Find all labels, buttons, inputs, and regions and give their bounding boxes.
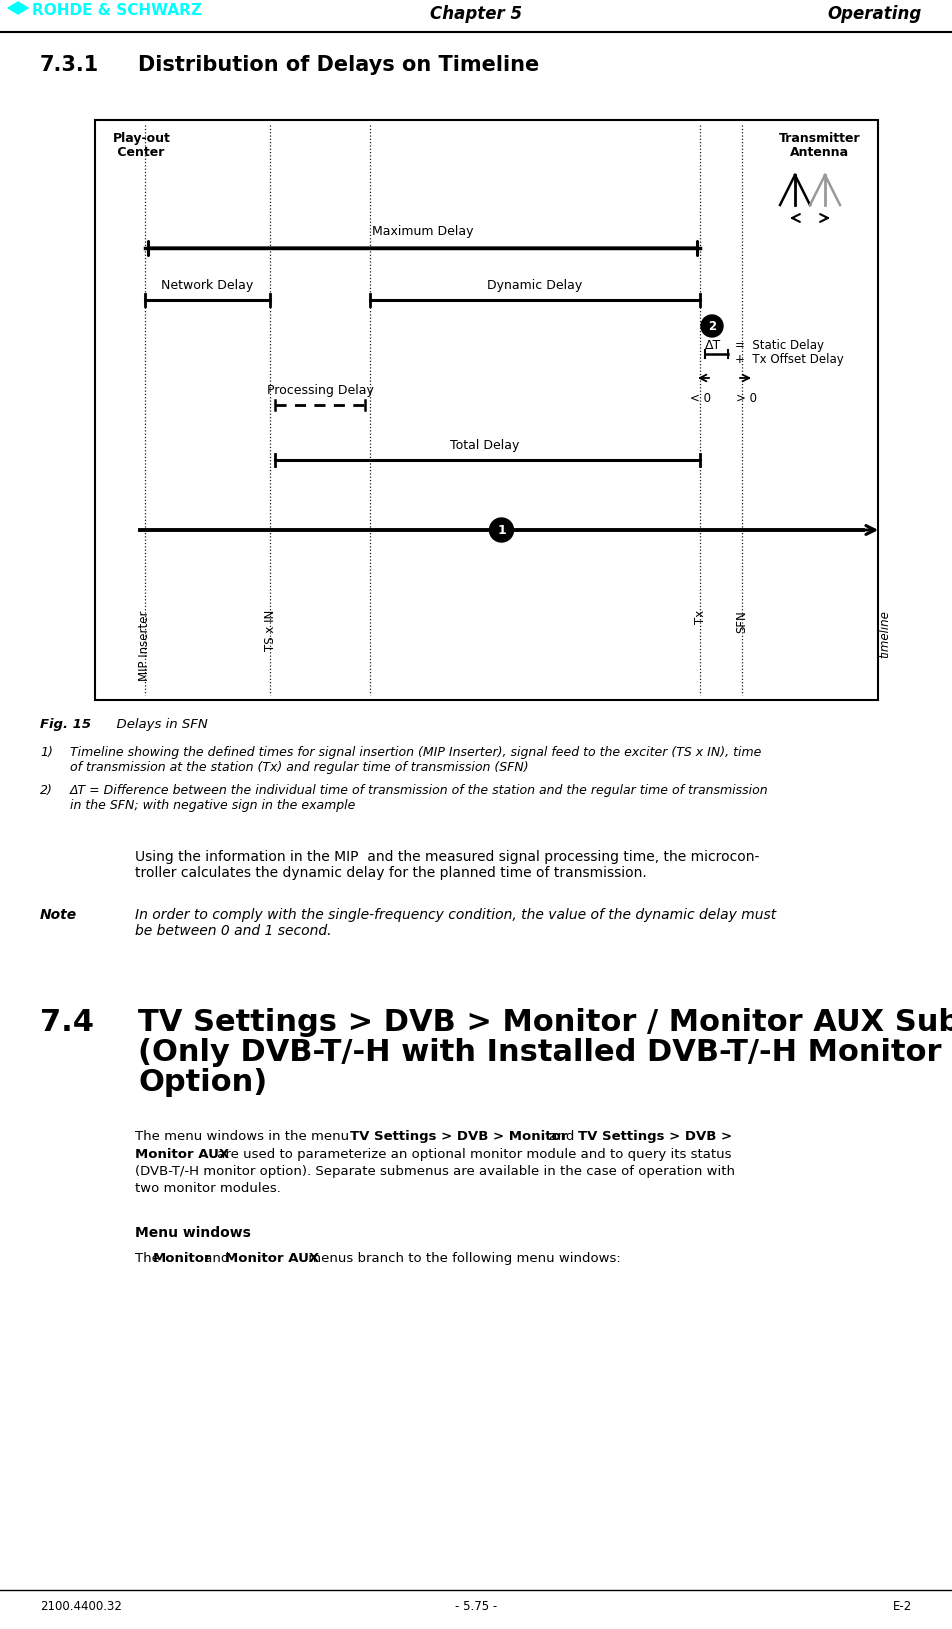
Text: timeline: timeline bbox=[879, 609, 891, 658]
Text: Maximum Delay: Maximum Delay bbox=[371, 225, 473, 238]
Text: 7.4: 7.4 bbox=[40, 1008, 94, 1038]
Text: Total Delay: Total Delay bbox=[450, 438, 520, 451]
Text: menus branch to the following menu windows:: menus branch to the following menu windo… bbox=[304, 1253, 621, 1266]
Text: Fig. 15: Fig. 15 bbox=[40, 718, 91, 731]
Text: 1: 1 bbox=[497, 523, 506, 536]
Text: Network Delay: Network Delay bbox=[162, 279, 253, 292]
Text: Chapter 5: Chapter 5 bbox=[430, 5, 522, 23]
Bar bbox=[95, 121, 878, 700]
Text: 2): 2) bbox=[40, 784, 53, 797]
Text: ROHDE & SCHWARZ: ROHDE & SCHWARZ bbox=[32, 3, 202, 18]
Text: The: The bbox=[135, 1253, 164, 1266]
Text: The menu windows in the menu: The menu windows in the menu bbox=[135, 1131, 353, 1144]
Text: E-2: E-2 bbox=[893, 1600, 912, 1613]
Text: < 0: < 0 bbox=[689, 393, 710, 406]
Text: +  Tx Offset Delay: + Tx Offset Delay bbox=[735, 352, 843, 365]
Text: ΔT = Difference between the individual time of transmission of the station and t: ΔT = Difference between the individual t… bbox=[70, 784, 768, 811]
Text: Antenna: Antenna bbox=[790, 147, 849, 160]
Text: Note: Note bbox=[40, 907, 77, 922]
Text: - 5.75 -: - 5.75 - bbox=[455, 1600, 497, 1613]
Text: and: and bbox=[545, 1131, 579, 1144]
Text: Processing Delay: Processing Delay bbox=[267, 384, 373, 397]
Text: Tx: Tx bbox=[693, 609, 706, 624]
Text: two monitor modules.: two monitor modules. bbox=[135, 1183, 281, 1196]
Text: Using the information in the MIP  and the measured signal processing time, the m: Using the information in the MIP and the… bbox=[135, 850, 760, 880]
Text: Transmitter: Transmitter bbox=[779, 132, 861, 145]
Text: In order to comply with the single-frequency condition, the value of the dynamic: In order to comply with the single-frequ… bbox=[135, 907, 776, 938]
Text: and: and bbox=[200, 1253, 233, 1266]
Text: MIP Inserter: MIP Inserter bbox=[138, 609, 151, 681]
Text: 1): 1) bbox=[40, 746, 53, 759]
Text: Play-out: Play-out bbox=[113, 132, 170, 145]
Text: Operating: Operating bbox=[827, 5, 922, 23]
Text: are used to parameterize an optional monitor module and to query its status: are used to parameterize an optional mon… bbox=[213, 1148, 731, 1161]
Text: Center: Center bbox=[113, 147, 165, 160]
Text: Menu windows: Menu windows bbox=[135, 1227, 251, 1240]
Text: > 0: > 0 bbox=[737, 393, 758, 406]
Text: Option): Option) bbox=[138, 1069, 268, 1096]
Text: 7.3.1: 7.3.1 bbox=[40, 55, 99, 75]
Text: (Only DVB-T/-H with Installed DVB-T/-H Monitor: (Only DVB-T/-H with Installed DVB-T/-H M… bbox=[138, 1038, 942, 1067]
Text: 2100.4400.32: 2100.4400.32 bbox=[40, 1600, 122, 1613]
Polygon shape bbox=[8, 2, 28, 15]
Text: TV Settings > DVB > Monitor / Monitor AUX Submenu: TV Settings > DVB > Monitor / Monitor AU… bbox=[138, 1008, 952, 1038]
Text: Monitor AUX: Monitor AUX bbox=[225, 1253, 319, 1266]
Text: ΔT: ΔT bbox=[705, 339, 722, 352]
Text: =  Static Delay: = Static Delay bbox=[735, 339, 824, 352]
Text: Monitor AUX: Monitor AUX bbox=[135, 1148, 229, 1161]
Text: SFN: SFN bbox=[736, 609, 748, 632]
Text: Distribution of Delays on Timeline: Distribution of Delays on Timeline bbox=[138, 55, 539, 75]
Text: Dynamic Delay: Dynamic Delay bbox=[487, 279, 583, 292]
Text: 2: 2 bbox=[708, 319, 716, 332]
Text: Monitor: Monitor bbox=[153, 1253, 211, 1266]
Text: TV Settings > DVB >: TV Settings > DVB > bbox=[578, 1131, 732, 1144]
Text: (DVB-T/-H monitor option). Separate submenus are available in the case of operat: (DVB-T/-H monitor option). Separate subm… bbox=[135, 1165, 735, 1178]
Text: Delays in SFN: Delays in SFN bbox=[108, 718, 208, 731]
Text: TV Settings > DVB > Monitor: TV Settings > DVB > Monitor bbox=[350, 1131, 567, 1144]
Circle shape bbox=[489, 518, 513, 542]
Text: TS x IN: TS x IN bbox=[264, 609, 276, 652]
Text: Timeline showing the defined times for signal insertion (MIP Inserter), signal f: Timeline showing the defined times for s… bbox=[70, 746, 762, 774]
Circle shape bbox=[701, 314, 723, 337]
